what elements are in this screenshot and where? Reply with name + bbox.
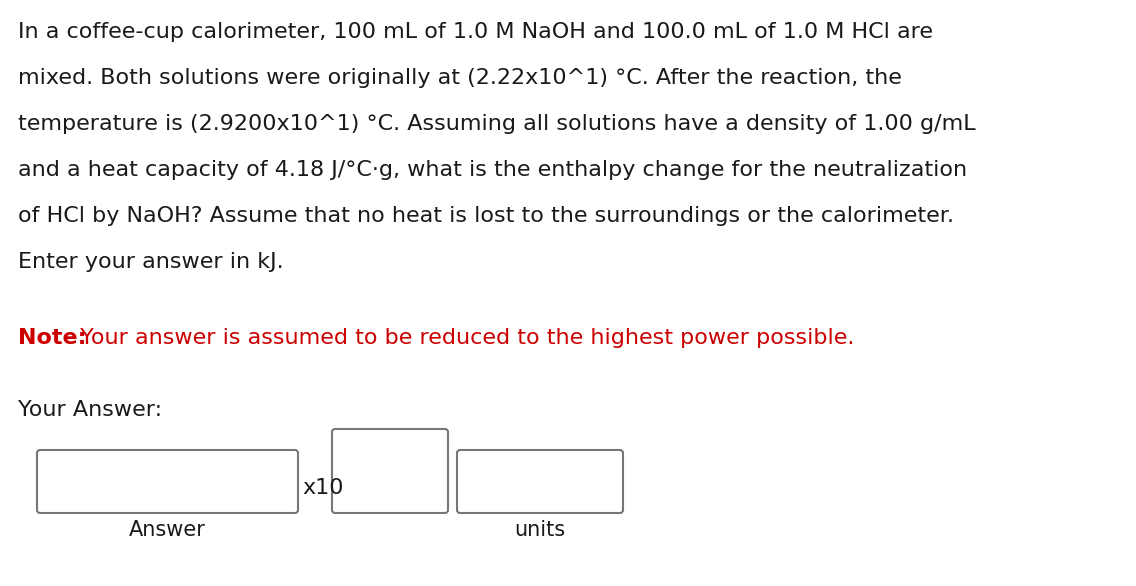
- Text: Enter your answer in kJ.: Enter your answer in kJ.: [18, 252, 284, 272]
- Text: temperature is (2.9200x10^1) °C. Assuming all solutions have a density of 1.00 g: temperature is (2.9200x10^1) °C. Assumin…: [18, 114, 976, 134]
- Text: Your answer is assumed to be reduced to the highest power possible.: Your answer is assumed to be reduced to …: [73, 328, 854, 348]
- Text: x10: x10: [302, 478, 343, 498]
- Text: Your Answer:: Your Answer:: [18, 400, 162, 420]
- Text: Note:: Note:: [18, 328, 86, 348]
- Text: units: units: [515, 520, 566, 540]
- Text: and a heat capacity of 4.18 J/°C·g, what is the enthalpy change for the neutrali: and a heat capacity of 4.18 J/°C·g, what…: [18, 160, 967, 180]
- Text: of HCl by NaOH? Assume that no heat is lost to the surroundings or the calorimet: of HCl by NaOH? Assume that no heat is l…: [18, 206, 954, 226]
- FancyBboxPatch shape: [457, 450, 623, 513]
- Text: Answer: Answer: [128, 520, 206, 540]
- FancyBboxPatch shape: [332, 429, 448, 513]
- Text: In a coffee-cup calorimeter, 100 mL of 1.0 M NaOH and 100.0 mL of 1.0 M HCl are: In a coffee-cup calorimeter, 100 mL of 1…: [18, 22, 933, 42]
- FancyBboxPatch shape: [37, 450, 298, 513]
- Text: mixed. Both solutions were originally at (2.22x10^1) °C. After the reaction, the: mixed. Both solutions were originally at…: [18, 68, 902, 88]
